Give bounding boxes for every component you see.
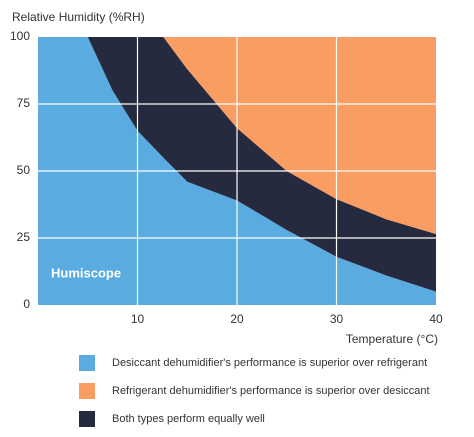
x-tick-label: 30 — [330, 312, 344, 326]
legend-label: Desiccant dehumidifier's performance is … — [112, 357, 427, 369]
x-axis-title: Temperature (°C) — [346, 332, 438, 346]
y-tick-label: 0 — [23, 297, 30, 311]
legend-label: Refrigerant dehumidifier's performance i… — [112, 385, 430, 397]
y-tick-label: 50 — [17, 163, 31, 177]
x-tick-label: 20 — [230, 312, 244, 326]
y-tick-label: 25 — [17, 230, 31, 244]
legend-swatch — [79, 383, 95, 399]
x-tick-label: 40 — [429, 312, 443, 326]
legend-swatch — [79, 411, 95, 427]
y-axis-title: Relative Humidity (%RH) — [12, 10, 145, 24]
legend-label: Both types perform equally well — [112, 413, 265, 425]
legend-swatch — [79, 355, 95, 371]
watermark: Humiscope — [51, 265, 121, 280]
x-tick-label: 10 — [131, 312, 145, 326]
y-tick-label: 100 — [10, 29, 30, 43]
y-tick-label: 75 — [17, 96, 31, 110]
